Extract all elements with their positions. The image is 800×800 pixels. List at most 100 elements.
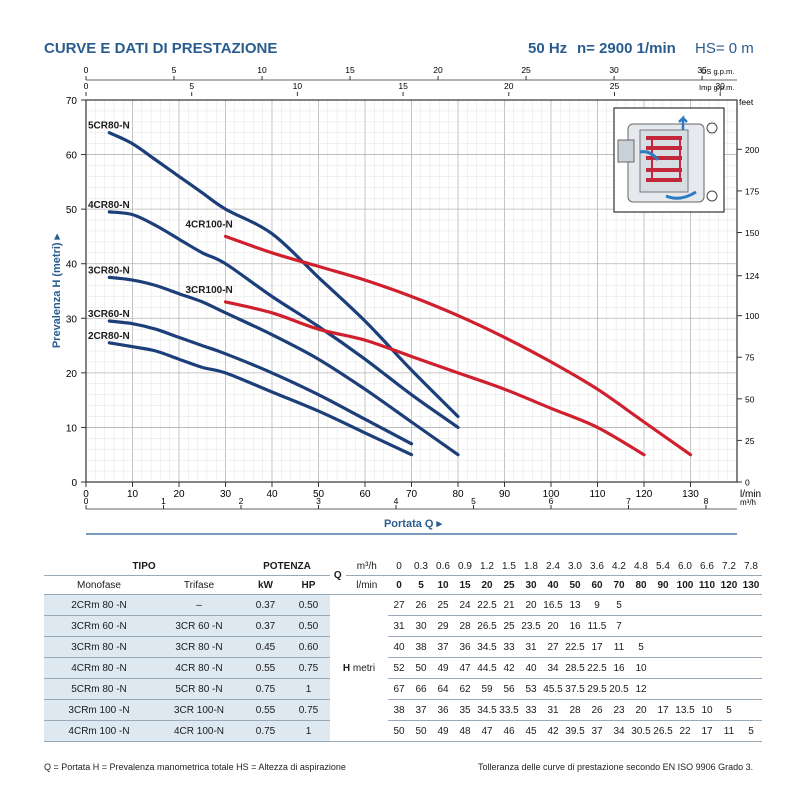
table-header-q-m3h: 1.8: [520, 557, 542, 576]
row-h-value: 30: [410, 615, 432, 637]
row-h-value: [630, 594, 652, 616]
row-h-value: [652, 594, 674, 616]
page-title: CURVE E DATI DI PRESTAZIONE: [44, 40, 278, 57]
row-h-value: [740, 678, 762, 700]
curve-label-4cr80-n: 4CR80-N: [88, 200, 130, 211]
table-header-q-lmin: 90: [652, 575, 674, 595]
row-h-value: 16: [564, 615, 586, 637]
table-header-q-m3h: 4.2: [608, 557, 630, 576]
row-kw: 0.45: [244, 636, 287, 658]
row-h-value: 28: [564, 699, 586, 721]
row-h-value: 25: [498, 615, 520, 637]
frequency-label: 50 Hz: [528, 40, 568, 57]
x-tick-label: 40: [266, 489, 278, 500]
row-h-value: 13.5: [674, 699, 696, 721]
y-tick-label: 60: [66, 151, 78, 162]
table-header-monofase: Monofase: [44, 575, 154, 595]
table-header-q-m3h: 2.4: [542, 557, 564, 576]
row-h-value: 66: [410, 678, 432, 700]
curve-label-3cr60-n: 3CR60-N: [88, 309, 130, 320]
row-trifase: 4CR 80 -N: [154, 657, 245, 679]
curve-2cr80-n: [107, 341, 414, 457]
table-row: 3CRm 60 -N 3CR 60 -N 0.37 0.50 31 30 29 28 26.5 2…: [44, 615, 762, 637]
table-header-q-m3h: 6.6: [696, 557, 718, 576]
row-h-value: 48: [454, 720, 476, 742]
us-gpm-tick-label: 15: [345, 65, 355, 75]
curve-label-5cr80-n: 5CR80-N: [88, 121, 130, 132]
row-h-value: [718, 594, 740, 616]
row-h-value: 33.5: [498, 699, 520, 721]
table-header-q: Q: [329, 557, 346, 595]
row-h-value: 17: [652, 699, 674, 721]
y-tick-label: 40: [66, 260, 78, 271]
row-h-value: 20: [630, 699, 652, 721]
row-h-value: 64: [432, 678, 454, 700]
table-header-q-lmin: 100: [674, 575, 696, 595]
curve-4cr100-n: [223, 234, 693, 457]
y-tick-label: 30: [66, 314, 78, 325]
row-h-value: 11: [608, 636, 630, 658]
table-header-q-lmin: 80: [630, 575, 652, 595]
x-tick-label: 100: [543, 489, 560, 500]
row-h-value: 26.5: [476, 615, 498, 637]
row-h-value: 34: [542, 657, 564, 679]
row-h-value: 29: [432, 615, 454, 637]
row-h-value: [740, 615, 762, 637]
table-row: 3CRm 80 -N 3CR 80 -N 0.45 0.60 40 38 37 36 34.5 3…: [44, 636, 762, 658]
row-hp: 0.60: [287, 636, 330, 658]
row-hp: 0.75: [287, 657, 330, 679]
x-tick-label: 0: [83, 489, 89, 500]
row-h-value: 23.5: [520, 615, 542, 637]
row-h-value: 10: [696, 699, 718, 721]
feet-tick-label: 50: [745, 394, 755, 404]
row-h-value: 22: [674, 720, 696, 742]
feet-unit-label: feet: [739, 97, 754, 107]
row-monofase: 2CRm 80 -N: [44, 594, 154, 616]
feet-tick-label: 175: [745, 186, 759, 196]
row-h-value: 31: [542, 699, 564, 721]
row-h-value: 50: [410, 657, 432, 679]
us-gpm-tick-label: 20: [433, 65, 443, 75]
pump-cutaway-illustration: [613, 107, 725, 213]
row-h-value: [696, 636, 718, 658]
row-h-value: [740, 636, 762, 658]
row-h-value: [718, 615, 740, 637]
row-h-value: [652, 678, 674, 700]
row-kw: 0.75: [244, 678, 287, 700]
table-header-q-lmin: 15: [454, 575, 476, 595]
row-kw: 0.55: [244, 657, 287, 679]
x-tick-label: 80: [452, 489, 464, 500]
x-tick-label: 30: [220, 489, 232, 500]
row-h-value: 42: [542, 720, 564, 742]
row-h-value: 56: [498, 678, 520, 700]
suction-height-label: HS= 0 m: [695, 40, 754, 57]
table-header-q-lmin: 30: [520, 575, 542, 595]
m3h-tick-label: 1: [161, 496, 166, 506]
table-header-q-lmin: 20: [476, 575, 498, 595]
row-h-value: 12: [630, 678, 652, 700]
x-tick-label: 20: [173, 489, 185, 500]
table-header-q-lmin: 70: [608, 575, 630, 595]
row-h-value: 22.5: [586, 657, 608, 679]
row-monofase: 4CRm 100 -N: [44, 720, 154, 742]
curve-label-2cr80-n: 2CR80-N: [88, 331, 130, 342]
row-h-value: 20.5: [608, 678, 630, 700]
row-h-value: 42: [498, 657, 520, 679]
row-h-value: 52: [388, 657, 410, 679]
imp-gpm-tick-label: 10: [293, 81, 303, 91]
row-h-value: [674, 678, 696, 700]
row-h-value: 31: [520, 636, 542, 658]
y-axis-label: Prevalenza H (metri) ▸: [51, 233, 63, 348]
table-header-q-lmin: 50: [564, 575, 586, 595]
feet-tick-label: 0: [745, 478, 750, 488]
row-h-value: 30.5: [630, 720, 652, 742]
table-header-tipo: TIPO: [44, 557, 245, 576]
table-header-q-lmin: 60: [586, 575, 608, 595]
row-h-value: [652, 615, 674, 637]
row-monofase: 3CRm 60 -N: [44, 615, 154, 637]
speed-label: n= 2900 1/min: [577, 40, 676, 57]
y-tick-label: 0: [71, 478, 77, 489]
m3h-tick-label: 7: [626, 496, 631, 506]
row-h-value: 47: [454, 657, 476, 679]
